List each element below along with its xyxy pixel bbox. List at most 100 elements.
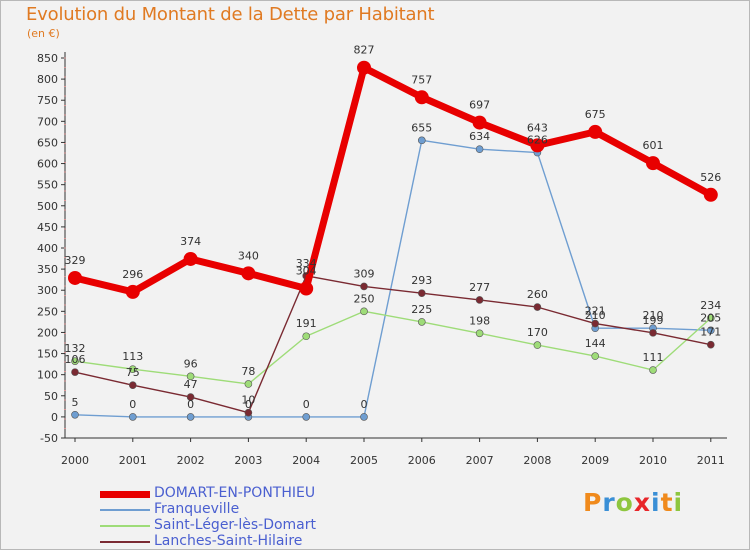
data-label: 47	[184, 378, 198, 391]
data-point	[591, 319, 600, 328]
y-tick-label: 550	[37, 179, 58, 192]
legend-swatch	[100, 525, 150, 527]
series-line	[74, 139, 711, 418]
data-label: 113	[122, 350, 143, 363]
x-tick-label: 2002	[177, 454, 205, 467]
data-label: 234	[700, 299, 721, 312]
data-point	[417, 136, 426, 145]
data-label: 675	[585, 108, 606, 121]
data-label: 191	[296, 317, 317, 330]
data-point	[706, 340, 715, 349]
data-point	[129, 381, 137, 390]
data-label: 374	[180, 235, 201, 248]
data-label: 199	[643, 314, 664, 327]
data-label: 75	[126, 366, 140, 379]
y-tick-label: 750	[37, 94, 58, 107]
x-tick-label: 2009	[581, 454, 609, 467]
data-label: 293	[411, 274, 432, 287]
data-label: 144	[585, 337, 606, 350]
data-point	[360, 307, 368, 316]
data-label: 655	[411, 121, 432, 134]
data-label: 10	[241, 394, 255, 407]
data-label: 626	[527, 134, 548, 147]
data-label: 210	[643, 309, 664, 322]
x-tick-label: 2005	[350, 454, 378, 467]
x-tick-label: 2000	[61, 454, 89, 467]
data-label: 205	[700, 311, 721, 324]
y-tick-label: 100	[37, 369, 58, 382]
data-point	[475, 145, 484, 153]
data-point	[71, 368, 79, 376]
data-label: 757	[411, 73, 432, 86]
data-point	[302, 332, 311, 341]
data-label: 250	[354, 292, 375, 305]
data-label: 634	[469, 130, 490, 143]
data-label: 526	[700, 171, 721, 184]
data-label: 198	[469, 314, 490, 327]
data-point	[68, 270, 82, 285]
y-tick-label: 400	[37, 242, 58, 255]
x-tick-label: 2010	[639, 454, 667, 467]
y-tick-label: 0	[51, 411, 58, 424]
data-label: 277	[469, 281, 490, 294]
data-point	[649, 366, 657, 374]
data-label: 111	[643, 351, 664, 364]
data-label: 106	[65, 353, 86, 366]
y-tick-label: 800	[37, 73, 58, 86]
data-label: 225	[411, 303, 432, 316]
data-label: 827	[354, 44, 375, 57]
legend-swatch	[100, 491, 150, 498]
data-label: 340	[238, 249, 259, 262]
logo-letter: x	[633, 488, 651, 517]
data-point	[475, 329, 484, 338]
data-label: 171	[700, 326, 721, 339]
legend-item: Franqueville	[100, 501, 440, 518]
y-tick-label: 500	[37, 200, 58, 213]
legend: DOMART-EN-PONTHIEU Franqueville Saint-Lége…	[100, 485, 440, 550]
data-label: 5	[72, 396, 79, 409]
data-label: 260	[527, 288, 548, 301]
data-point	[706, 326, 715, 335]
data-label: 132	[65, 342, 86, 355]
legend-swatch	[100, 541, 150, 543]
series-line	[74, 310, 712, 385]
data-point	[129, 365, 137, 373]
data-point	[533, 303, 542, 311]
data-label: 0	[245, 398, 252, 411]
legend-label: DOMART-EN-PONTHIEU	[154, 485, 316, 501]
data-point	[649, 329, 657, 337]
legend-item: Lanches-Saint-Hilaire	[100, 533, 440, 550]
data-point	[530, 138, 545, 153]
proxiti-logo: Proxiti	[583, 488, 683, 517]
legend-item: Saint-Léger-lès-Domart	[100, 517, 440, 534]
legend-label: Franqueville	[154, 501, 240, 517]
y-tick-label: 850	[37, 52, 58, 65]
data-point	[533, 341, 542, 349]
y-tick-label: 50	[44, 390, 58, 403]
series-line	[74, 64, 713, 296]
logo-letter: i	[651, 488, 661, 517]
data-label: 296	[122, 268, 143, 281]
data-point	[646, 156, 660, 171]
x-tick-label: 2006	[408, 454, 436, 467]
y-tick-label: 150	[37, 348, 58, 361]
data-point	[71, 410, 79, 419]
y-tick-label: 650	[37, 136, 58, 149]
x-tick-label: 2011	[697, 454, 725, 467]
data-label: 96	[184, 357, 198, 370]
logo-letter: t	[660, 488, 674, 517]
logo-letter: r	[602, 488, 616, 517]
data-point	[417, 289, 426, 297]
y-tick-label: 250	[37, 305, 58, 318]
y-tick-label: 350	[37, 263, 58, 276]
data-label: 0	[187, 398, 194, 411]
data-label: 334	[296, 257, 317, 270]
data-point	[475, 296, 484, 304]
data-point	[183, 251, 198, 266]
y-tick-label: 300	[37, 284, 58, 297]
data-label: 0	[361, 398, 368, 411]
data-label: 643	[527, 121, 548, 134]
data-label: 329	[65, 254, 86, 267]
data-label: 309	[354, 267, 375, 280]
